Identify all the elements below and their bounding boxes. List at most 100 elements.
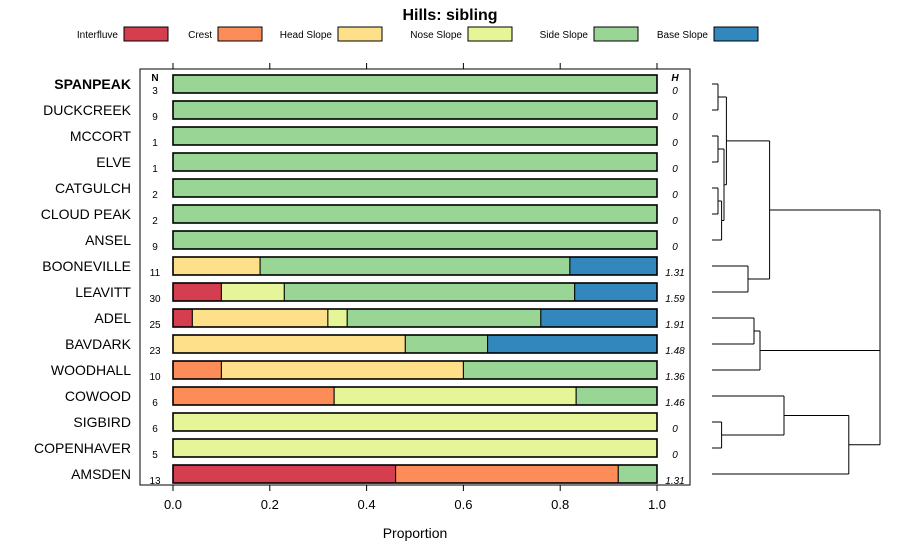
n-column-header: N — [151, 73, 158, 84]
n-value: 6 — [152, 424, 158, 435]
bar-segment — [327, 308, 348, 328]
bar-segment — [172, 438, 658, 458]
bar-segment — [172, 230, 658, 250]
x-tick-label: 0.2 — [261, 497, 279, 512]
bar-outline — [172, 438, 658, 458]
h-value: 1.59 — [665, 294, 685, 305]
legend-swatch — [713, 26, 759, 42]
h-value: 1.31 — [665, 476, 684, 487]
bar-outline — [172, 204, 658, 224]
legend-label: Interfluve — [77, 30, 119, 41]
legend-swatch — [337, 26, 383, 42]
h-value: 0 — [672, 164, 678, 175]
n-value: 2 — [152, 190, 158, 201]
bar-segment — [172, 464, 397, 484]
legend-swatch — [217, 26, 263, 42]
n-value: 2 — [152, 216, 158, 227]
row-label: COWOOD — [65, 388, 131, 404]
legend-swatch — [593, 26, 639, 42]
row-label: COPENHAVER — [34, 440, 131, 456]
bar-segment — [172, 100, 658, 120]
h-value: 1.91 — [665, 320, 684, 331]
row-label: ELVE — [96, 154, 131, 170]
n-value: 30 — [149, 294, 161, 305]
x-tick-label: 0.8 — [551, 497, 569, 512]
bar-segment — [172, 386, 335, 406]
h-column-header: H — [671, 73, 679, 84]
row-label: ANSEL — [85, 232, 131, 248]
h-column: 0 0 0 0 0 0 0 1.31 1.59 1.91 1.48 1.36 1.46 0 0 1.31 — [665, 86, 685, 487]
bar-outline — [172, 360, 658, 380]
plot-panel — [139, 68, 691, 486]
bar-outline — [172, 308, 658, 328]
bar-segment — [220, 360, 464, 380]
bar-segment — [333, 386, 577, 406]
bar-segment — [259, 256, 571, 276]
bar-segment — [191, 308, 329, 328]
legend-swatch — [123, 26, 169, 42]
n-value: 10 — [149, 372, 161, 383]
row-label: SPANPEAK — [54, 76, 131, 92]
h-value: 0 — [672, 216, 678, 227]
h-value: 0 — [672, 138, 678, 149]
n-value: 11 — [150, 268, 161, 279]
bar-segment — [487, 334, 658, 354]
row-label: AMSDEN — [71, 466, 131, 482]
row-label: DUCKCREEK — [43, 102, 132, 118]
h-value: 1.46 — [665, 398, 685, 409]
bar-segment — [540, 308, 658, 328]
legend-swatch — [467, 26, 513, 42]
row-label: LEAVITT — [75, 284, 131, 300]
bar-outline — [172, 100, 658, 120]
h-value: 1.31 — [665, 268, 684, 279]
chart-title: Hills: sibling — [402, 7, 497, 24]
row-labels: SPANPEAK DUCKCREEK MCCORT ELVE CATGULCH CLOUD… — [34, 76, 132, 482]
bar-segment — [172, 256, 261, 276]
legend-label: Head Slope — [280, 30, 333, 41]
row-label: ADEL — [94, 310, 131, 326]
bar-segment — [575, 386, 658, 406]
bar-segment — [404, 334, 489, 354]
h-value: 0 — [672, 112, 678, 123]
n-value: 9 — [152, 112, 158, 123]
bar-outline — [172, 74, 658, 94]
bar-outline — [172, 412, 658, 432]
bar-segment — [172, 126, 658, 146]
legend-label: Nose Slope — [410, 30, 462, 41]
bar-segment — [172, 74, 658, 94]
bar-segment — [172, 178, 658, 198]
n-value: 25 — [149, 320, 161, 331]
h-value: 1.48 — [665, 346, 685, 357]
bar-outline — [172, 152, 658, 172]
bar-segment — [574, 282, 658, 302]
bar-segment — [283, 282, 576, 302]
bar-outline — [172, 126, 658, 146]
n-value: 3 — [152, 86, 158, 97]
bar-segment — [172, 360, 222, 380]
bar-outline — [172, 386, 658, 406]
bar-outline — [172, 282, 658, 302]
row-label: CATGULCH — [55, 180, 131, 196]
row-label: BAVDARK — [65, 336, 132, 352]
h-value: 0 — [672, 424, 678, 435]
h-value: 0 — [672, 242, 678, 253]
bar-segment — [172, 204, 658, 224]
legend-label: Crest — [188, 30, 212, 41]
bars — [172, 74, 658, 484]
legend-label: Side Slope — [540, 30, 589, 41]
n-value: 9 — [152, 242, 158, 253]
bar-outline — [172, 230, 658, 250]
legend: Interfluve Crest Head Slope Nose Slope Side … — [77, 26, 759, 42]
bar-segment — [172, 334, 406, 354]
h-value: 0 — [672, 190, 678, 201]
x-axis-label: Proportion — [383, 525, 448, 541]
bar-segment — [172, 152, 658, 172]
bar-segment — [395, 464, 619, 484]
bar-outline — [172, 334, 658, 354]
bar-segment — [569, 256, 658, 276]
n-value: 23 — [149, 346, 161, 357]
bar-outline — [172, 178, 658, 198]
x-tick-label: 0.6 — [454, 497, 472, 512]
bar-segment — [346, 308, 542, 328]
